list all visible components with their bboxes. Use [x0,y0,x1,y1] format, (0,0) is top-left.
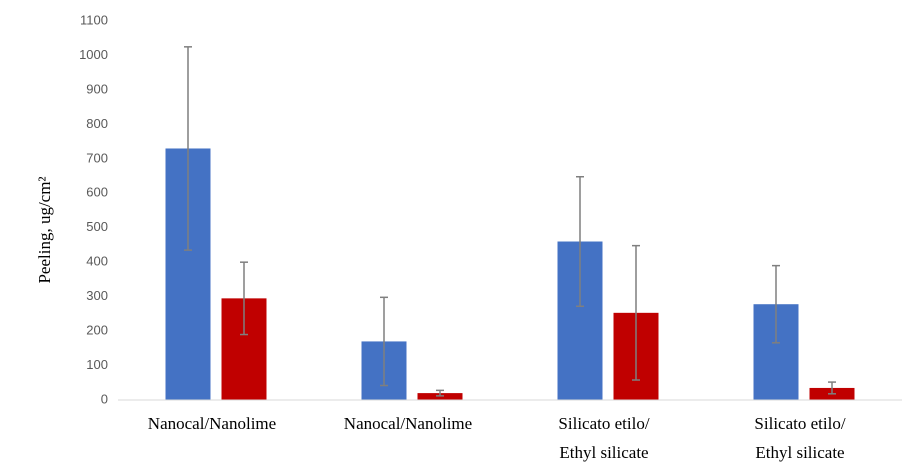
x-category-label: Nanocal/Nanolime [344,414,472,433]
x-category-label: Silicato etilo/ [558,414,649,433]
y-tick-label: 800 [86,116,108,131]
y-tick-label: 300 [86,288,108,303]
y-tick-label: 700 [86,150,108,165]
x-category-label: Ethyl silicate [559,443,648,462]
y-tick-label: 900 [86,81,108,96]
y-tick-label: 600 [86,185,108,200]
y-tick-label: 1000 [79,47,108,62]
y-axis-ticks: 0 100 200 300 400 500 600 700 800 900 1000 1100 [79,12,108,406]
y-tick-label: 1100 [80,12,108,27]
y-tick-label: 100 [86,357,108,372]
x-category-label: Nanocal/Nanolime [148,414,276,433]
x-category-label: Ethyl silicate [755,443,844,462]
error-bars [184,46,836,397]
x-axis-categories: Nanocal/Nanolime Nanocal/Nanolime Silicato… [148,414,846,462]
x-category-label: Silicato etilo/ [754,414,845,433]
y-tick-label: 400 [86,254,108,269]
y-tick-label: 0 [101,391,108,406]
y-tick-label: 200 [86,323,108,338]
y-tick-label: 500 [86,219,108,234]
bars [165,148,855,400]
y-axis-title: Peeling, ug/cm² [35,176,54,283]
